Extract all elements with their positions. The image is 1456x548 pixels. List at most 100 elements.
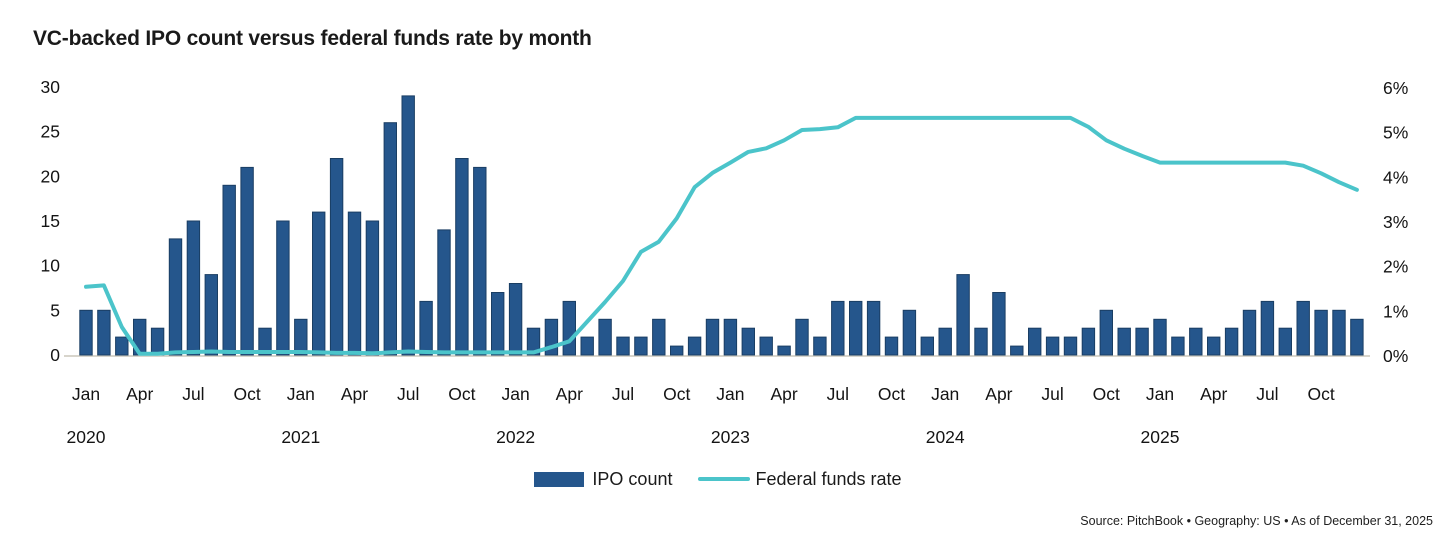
ipo-count-bar <box>526 327 541 356</box>
ipo-count-bar <box>1081 327 1096 356</box>
y-left-tick-label: 5 <box>50 300 60 320</box>
ipo-count-bar <box>723 318 738 356</box>
ipo-count-bar <box>1135 327 1149 356</box>
legend: IPO count Federal funds rate <box>0 466 1436 492</box>
x-month-label: Apr <box>341 384 368 404</box>
ipo-count-bar <box>168 238 183 356</box>
ipo-count-bar <box>598 318 612 356</box>
ipo-count-bar <box>616 336 630 356</box>
y-left-tick-label: 20 <box>41 166 61 186</box>
ipo-count-bar <box>455 158 469 356</box>
ipo-count-bar <box>1063 336 1078 356</box>
ipo-count-bar <box>705 318 720 356</box>
x-month-label: Jan <box>501 384 529 404</box>
ipo-count-bar <box>1207 336 1221 356</box>
ipo-count-bar <box>150 327 165 356</box>
x-month-label: Jul <box>397 384 419 404</box>
y-right-tick-label: 6% <box>1383 78 1408 98</box>
ipo-count-bar <box>79 309 93 356</box>
ipo-count-bar <box>1224 327 1239 356</box>
ipo-count-bar <box>920 336 934 356</box>
ipo-count-bar <box>1278 327 1292 356</box>
ipo-count-bar <box>1028 327 1042 356</box>
ipo-count-bar <box>634 336 648 356</box>
x-month-label: Apr <box>556 384 583 404</box>
x-month-label: Jul <box>182 384 204 404</box>
chart-title: VC-backed IPO count versus federal funds… <box>33 27 592 50</box>
ipo-count-bar <box>1099 309 1113 356</box>
source-note: Source: PitchBook • Geography: US • As o… <box>1080 514 1433 528</box>
x-month-label: Jul <box>1041 384 1063 404</box>
x-month-label: Jan <box>72 384 100 404</box>
x-month-label: Apr <box>126 384 153 404</box>
x-month-label: Jul <box>827 384 849 404</box>
ipo-count-bar <box>240 166 254 356</box>
ipo-count-bar <box>1189 327 1203 356</box>
x-year-label: 2020 <box>67 427 106 447</box>
x-month-label: Jan <box>716 384 744 404</box>
y-left-tick-label: 30 <box>41 77 61 97</box>
y-right-tick-label: 3% <box>1383 212 1408 232</box>
y-right-tick-label: 4% <box>1383 167 1408 187</box>
x-year-label: 2021 <box>281 427 320 447</box>
y-right-tick-label: 1% <box>1383 301 1408 321</box>
x-month-label: Jul <box>612 384 634 404</box>
ipo-count-bar <box>508 283 523 356</box>
ipo-count-bar <box>1314 309 1328 356</box>
x-year-label: 2022 <box>496 427 535 447</box>
x-year-label: 2024 <box>926 427 965 447</box>
fed-funds-rate-line <box>84 115 1359 356</box>
ipo-count-bar <box>1045 336 1060 356</box>
ipo-count-bar <box>401 95 415 356</box>
ipo-count-bar <box>795 318 809 356</box>
ipo-count-bar <box>652 318 666 356</box>
ipo-count-bar <box>866 300 881 356</box>
ipo-count-bar <box>186 220 201 356</box>
ipo-count-bar <box>562 300 576 356</box>
ipo-count-bar <box>97 309 111 356</box>
ipo-count-bar <box>849 300 863 356</box>
ipo-count-bar <box>1350 318 1364 356</box>
x-month-label: Jul <box>1256 384 1278 404</box>
ipo-count-bar <box>115 336 129 356</box>
x-month-label: Jan <box>287 384 315 404</box>
ipo-count-bar <box>759 336 773 356</box>
ipo-count-bar <box>884 336 899 356</box>
ipo-count-bar <box>1242 309 1257 356</box>
ipo-count-bar <box>258 327 272 356</box>
ipo-count-bar <box>276 220 290 356</box>
ipo-count-bar <box>777 345 791 356</box>
ipo-count-bar <box>831 300 845 356</box>
x-month-label: Oct <box>1093 384 1120 404</box>
ipo-count-bar <box>347 211 362 356</box>
ipo-count-bar <box>419 300 433 356</box>
ipo-count-bar <box>365 220 380 356</box>
ipo-count-bar <box>1260 300 1275 356</box>
ipo-count-bar <box>294 318 308 356</box>
y-right-tick-label: 2% <box>1383 257 1408 277</box>
x-month-label: Jan <box>931 384 959 404</box>
ipo-count-bar <box>1332 309 1346 356</box>
x-month-label: Apr <box>985 384 1012 404</box>
ipo-count-bar <box>222 184 236 356</box>
x-month-label: Oct <box>878 384 905 404</box>
x-month-label: Apr <box>770 384 797 404</box>
ipo-count-bar <box>383 122 398 356</box>
x-month-label: Oct <box>233 384 260 404</box>
ipo-count-bar <box>670 345 684 356</box>
ipo-count-bar <box>204 274 219 356</box>
x-month-label: Oct <box>663 384 690 404</box>
ipo-count-bar <box>938 327 952 356</box>
y-left-tick-label: 15 <box>41 211 60 231</box>
x-month-label: Apr <box>1200 384 1227 404</box>
y-left-tick-label: 10 <box>41 256 61 276</box>
y-right-tick-label: 0% <box>1383 346 1408 366</box>
ipo-count-bar <box>687 336 702 356</box>
ipo-count-bar <box>1171 336 1185 356</box>
ipo-count-bar <box>312 211 326 356</box>
x-month-label: Jan <box>1146 384 1174 404</box>
ipo-count-bar <box>491 292 505 356</box>
legend-line-label: Federal funds rate <box>755 468 902 489</box>
x-month-label: Oct <box>1307 384 1334 404</box>
